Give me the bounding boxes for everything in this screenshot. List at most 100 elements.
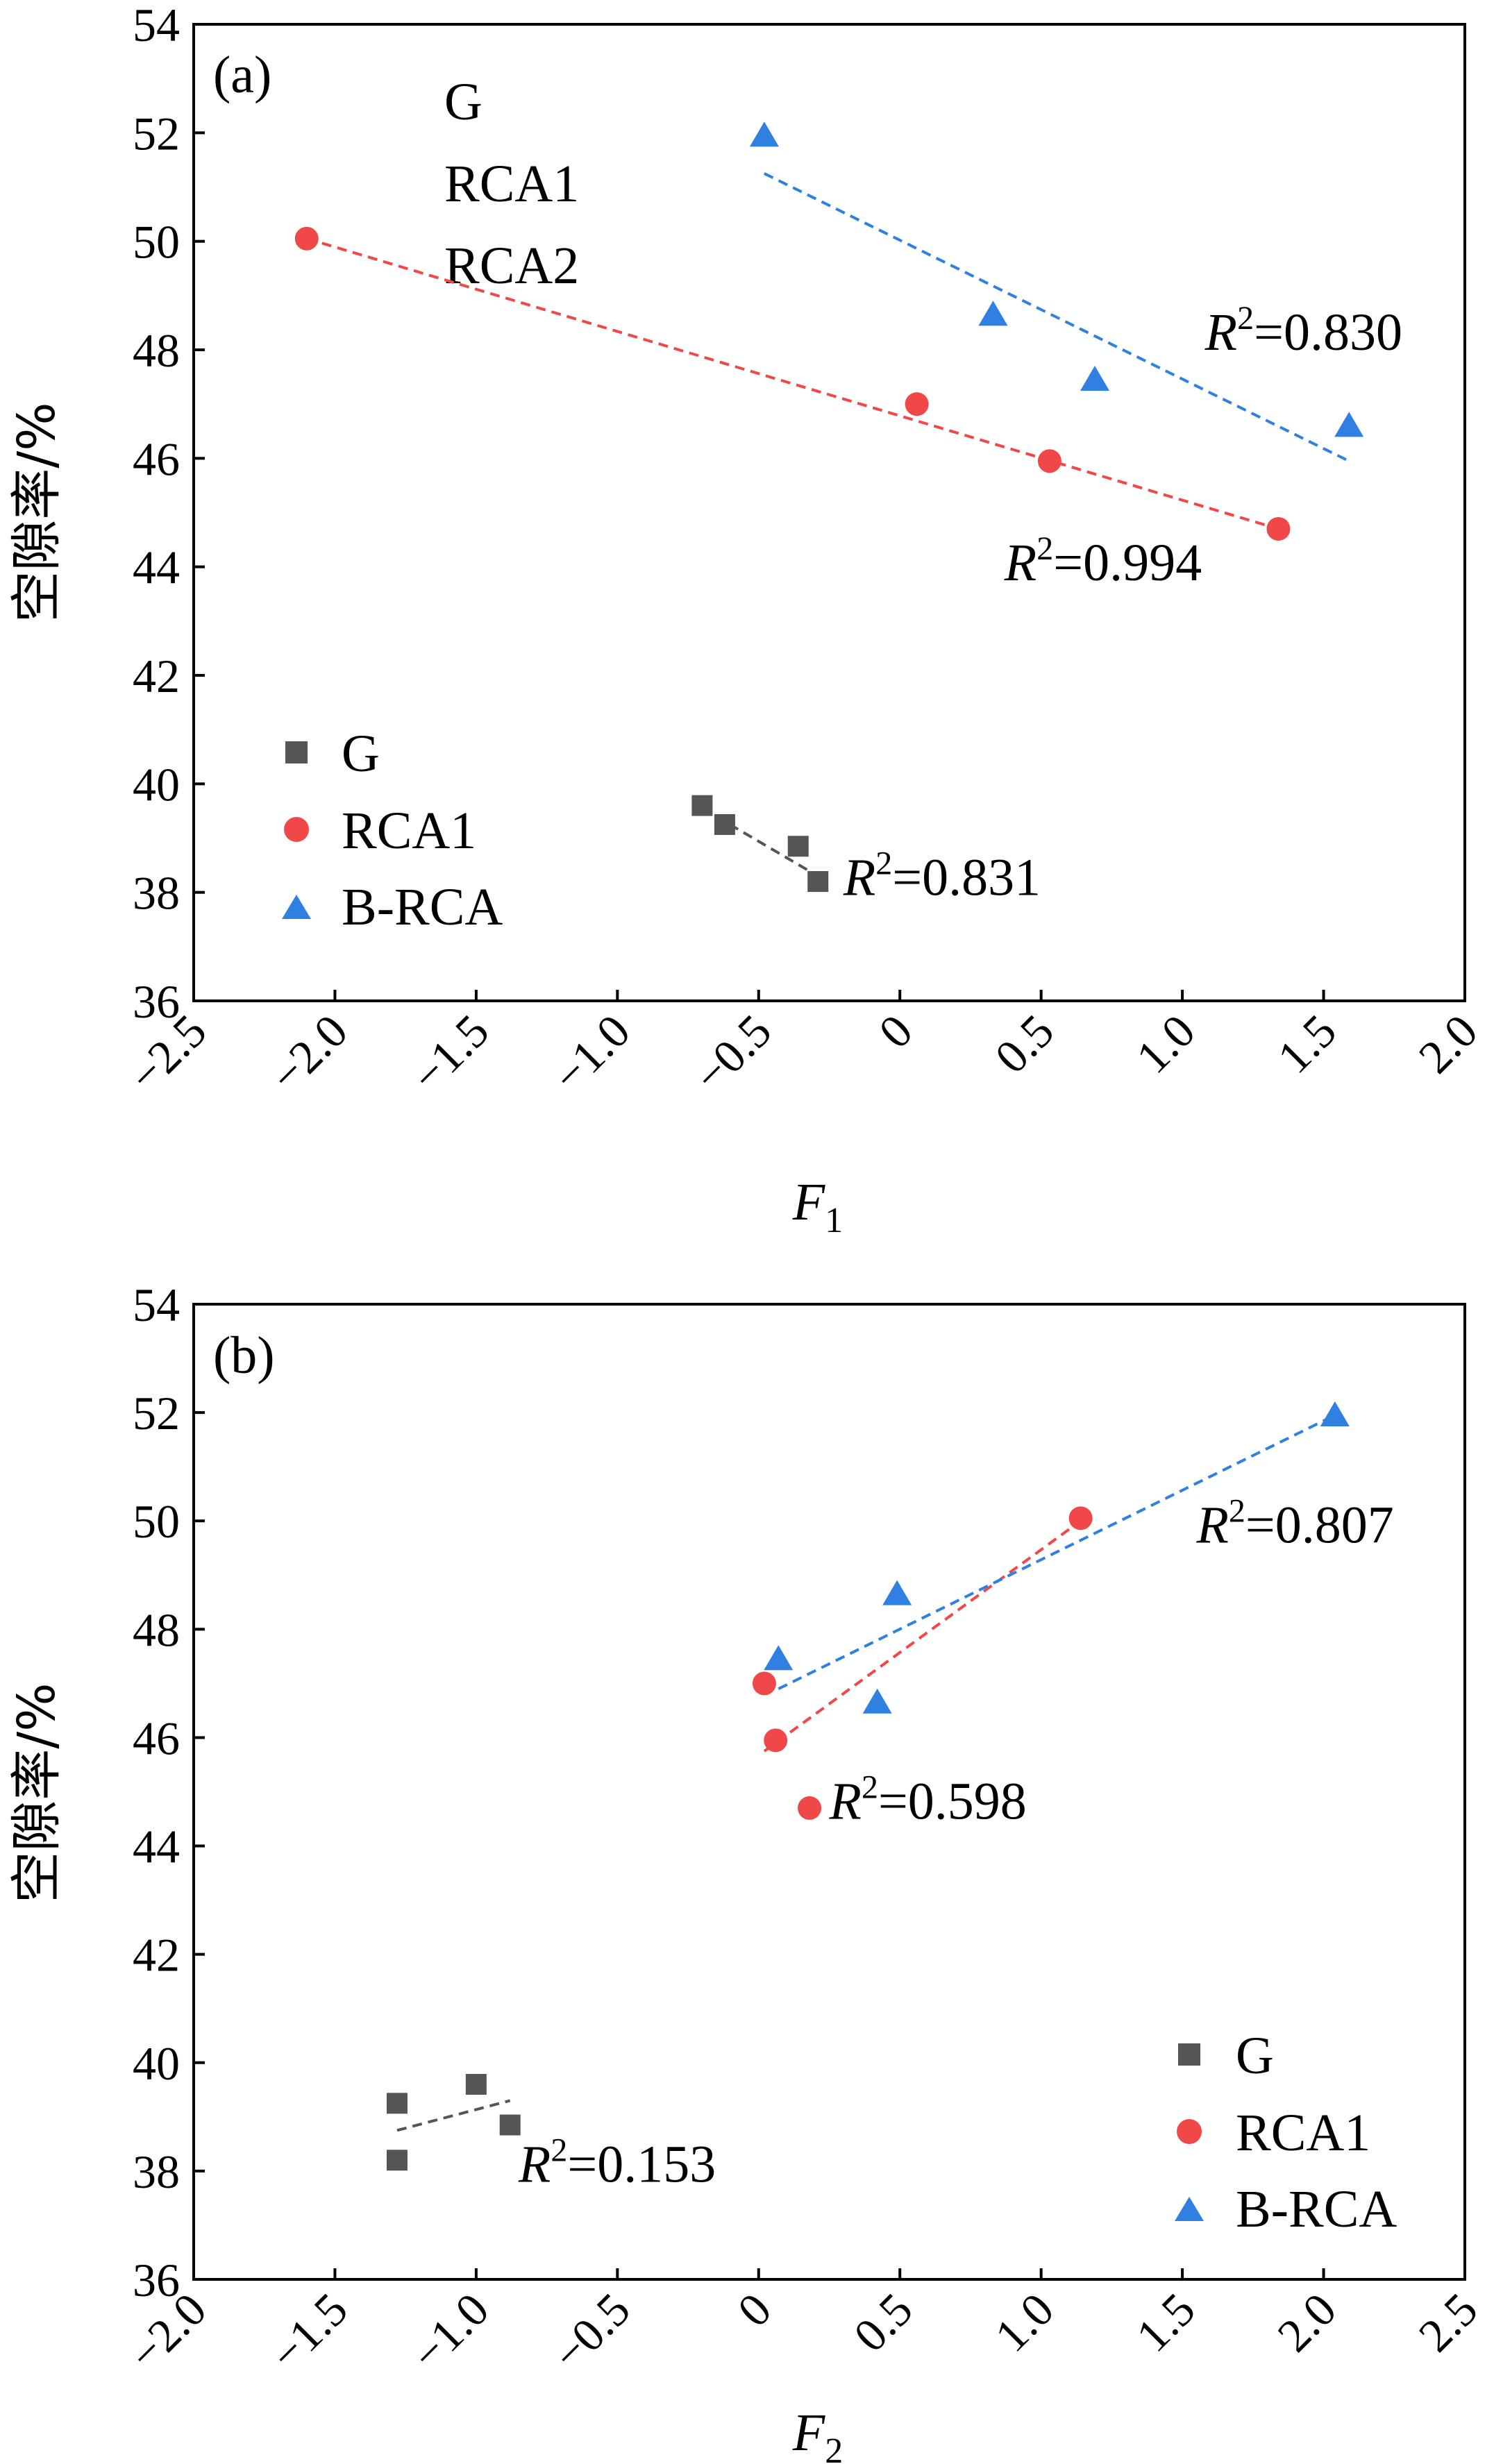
- y-tick-label: 38: [133, 2145, 180, 2198]
- panel-b-legend: G RCA1 B-RCA: [1175, 2027, 1397, 2238]
- panel-a-xlabel: F1: [792, 1173, 843, 1240]
- legend-b-rca-label: B-RCA: [1236, 2180, 1397, 2238]
- point-g: [807, 871, 829, 893]
- panel-a-stray-text: G RCA1 RCA2: [444, 73, 579, 295]
- y-tick-label: 38: [133, 867, 180, 920]
- x-tick-label: 0: [728, 2283, 782, 2337]
- legend-b-rca-marker: [1175, 2197, 1204, 2221]
- legend-rca1-marker: [1177, 2119, 1202, 2144]
- point-g: [465, 2074, 487, 2095]
- r2-label-rca1: R2=0.994: [1004, 530, 1202, 592]
- x-tick-label: 2.0: [1267, 2283, 1346, 2362]
- point-rca1: [1037, 449, 1061, 473]
- point-rca1: [1068, 1506, 1093, 1530]
- y-tick-label: 48: [133, 1603, 180, 1656]
- point-rca1: [798, 1796, 822, 1820]
- point-g: [691, 795, 713, 816]
- point-g: [386, 2150, 408, 2171]
- y-tick-label: 36: [133, 2254, 180, 2306]
- point-b-rca: [862, 1688, 892, 1714]
- panel-b-xlabel: F2: [792, 2404, 843, 2464]
- x-tick-label: 0.5: [843, 2283, 923, 2362]
- panel-a-points: [294, 121, 1364, 893]
- point-rca1: [905, 392, 929, 416]
- x-tick-label: −1.5: [401, 1004, 499, 1102]
- point-rca1: [764, 1728, 788, 1753]
- y-tick-label: 48: [133, 324, 180, 377]
- point-rca1: [1266, 516, 1291, 541]
- point-g: [499, 2114, 521, 2136]
- x-tick-label: 2.0: [1409, 1004, 1488, 1083]
- r2-label-b-rca: R2=0.807: [1195, 1492, 1393, 1554]
- y-tick-label: 44: [133, 1821, 180, 1873]
- panel-a-stray-g: G: [444, 73, 482, 131]
- x-tick-label: 0.5: [984, 1004, 1064, 1083]
- point-b-rca: [1334, 412, 1364, 437]
- y-tick-label: 36: [133, 975, 180, 1028]
- r2-label-g: R2=0.153: [518, 2132, 716, 2194]
- point-rca1: [294, 226, 319, 251]
- y-tick-label: 54: [133, 0, 180, 51]
- panel-b-frame: [192, 1303, 1466, 2281]
- legend-g-marker: [1178, 2043, 1200, 2066]
- legend-b-rca-marker: [282, 895, 311, 919]
- point-b-rca: [749, 121, 779, 147]
- y-tick-label: 50: [133, 1495, 180, 1548]
- y-tick-label: 52: [133, 1387, 180, 1440]
- x-tick-label: 0: [868, 1004, 923, 1058]
- x-tick-label: 1.0: [1126, 1004, 1205, 1083]
- y-tick-label: 46: [133, 432, 180, 485]
- x-tick-label: 2.5: [1409, 2283, 1488, 2362]
- panel-a: (a) 空隙率/% F1 G RCA1 RCA2 36 38 40 42 44 46 48 5…: [7, 0, 1488, 1240]
- fit-line-rca1: [763, 1519, 1082, 1753]
- x-tick-label: −0.5: [542, 2283, 640, 2381]
- panel-b-y-axis: 36 38 40 42 44 46 48 50 52 54: [133, 1279, 205, 2306]
- legend-rca1-marker: [284, 817, 309, 842]
- panel-a-legend: G RCA1 B-RCA: [282, 725, 503, 936]
- panel-b-label: (b): [213, 1326, 275, 1385]
- x-tick-label: 1.5: [1126, 2283, 1205, 2362]
- point-g: [787, 836, 809, 857]
- panel-b-xlabel-sub: 2: [825, 2431, 843, 2464]
- point-g: [386, 2093, 408, 2114]
- y-tick-label: 44: [133, 541, 180, 594]
- x-tick-label: −1.0: [401, 2283, 499, 2381]
- panel-b-points: [386, 1401, 1350, 2171]
- y-tick-label: 52: [133, 107, 180, 160]
- x-tick-label: −2.0: [260, 1004, 358, 1102]
- panel-b-fit-lines: [396, 1414, 1336, 2132]
- r2-label-rca1: R2=0.598: [829, 1769, 1027, 1831]
- y-tick-label: 42: [133, 650, 180, 702]
- y-tick-label: 42: [133, 1929, 180, 1982]
- panel-a-y-axis: 36 38 40 42 44 46 48 50 52 54: [133, 0, 205, 1028]
- point-b-rca: [1080, 365, 1109, 391]
- panel-a-r2-labels: R2=0.831 R2=0.994 R2=0.830: [843, 300, 1402, 907]
- point-b-rca: [1320, 1401, 1350, 1427]
- x-tick-label: 1.5: [1267, 1004, 1346, 1083]
- panel-a-stray-rca1: RCA1: [444, 155, 579, 213]
- panel-b-ylabel: 空隙率/%: [7, 1682, 67, 1902]
- panel-b-xlabel-var: F: [792, 2404, 826, 2462]
- x-tick-label: −1.0: [542, 1004, 640, 1102]
- x-tick-label: 1.0: [984, 2283, 1064, 2362]
- point-g: [714, 813, 735, 835]
- r2-label-g: R2=0.831: [843, 845, 1041, 907]
- y-tick-label: 46: [133, 1712, 180, 1764]
- y-tick-label: 50: [133, 216, 180, 269]
- panel-a-frame: [192, 23, 1466, 1002]
- panel-b-r2-labels: R2=0.153 R2=0.598 R2=0.807: [518, 1492, 1394, 2193]
- panel-a-xlabel-sub: 1: [825, 1201, 843, 1240]
- legend-g-label: G: [342, 725, 380, 783]
- y-tick-label: 40: [133, 758, 180, 811]
- fit-line-b-rca: [764, 172, 1350, 463]
- y-tick-label: 54: [133, 1279, 180, 1331]
- x-tick-label: −0.5: [683, 1004, 781, 1102]
- panel-a-xlabel-var: F: [792, 1173, 826, 1231]
- x-tick-label: −1.5: [260, 2283, 358, 2381]
- fit-line-rca1: [306, 237, 1279, 530]
- panel-a-ylabel: 空隙率/%: [7, 402, 67, 622]
- legend-rca1-label: RCA1: [342, 802, 476, 860]
- legend-b-rca-label: B-RCA: [342, 878, 503, 936]
